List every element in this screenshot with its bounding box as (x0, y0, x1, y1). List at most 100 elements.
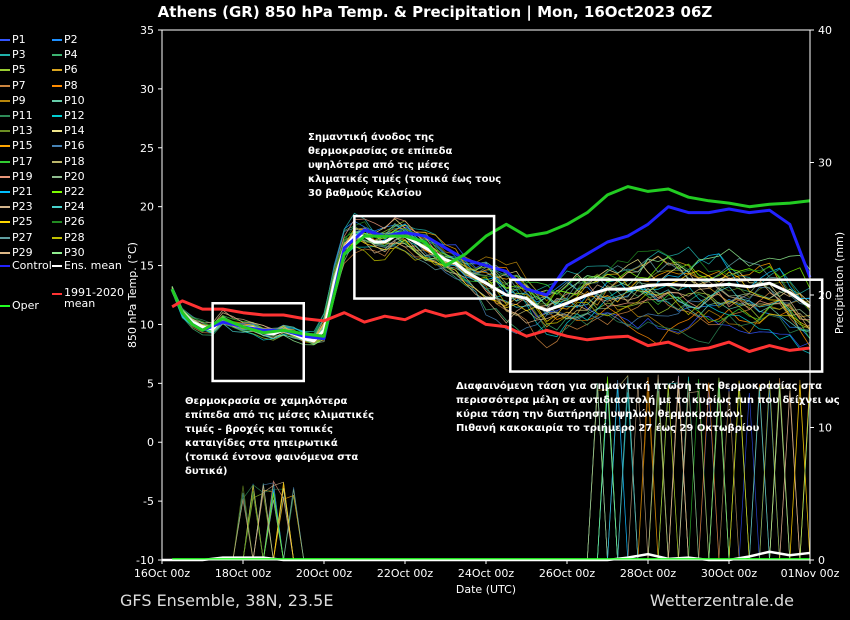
legend-swatch (52, 69, 62, 72)
annotation-line: θερμοκρασίας σε επίπεδα (308, 145, 452, 157)
legend-label: P24 (64, 200, 85, 214)
legend-label: P8 (64, 78, 78, 92)
annotation-line: 30 βαθμούς Κελσίου (308, 187, 422, 199)
legend-swatch (52, 160, 62, 163)
annotation-line: καταιγίδες στα ηπειρωτικά (185, 437, 338, 449)
legend-label: Ens. mean (64, 259, 122, 272)
legend-swatch (0, 145, 10, 148)
legend-item: P5 (0, 63, 26, 77)
annotations: Σημαντική άνοδος της θερμοκρασίας σε επίπ… (185, 131, 840, 477)
annotation-line: Πιθανή κακοκαιρία το τριήμερο 27 έως 29 … (456, 422, 760, 434)
legend-item: Oper (0, 299, 39, 313)
legend-swatch (0, 265, 10, 267)
legend-item: P4 (52, 48, 78, 62)
x-axis-label: Date (UTC) (456, 583, 516, 596)
legend-item: P28 (52, 231, 85, 245)
legend-swatch (52, 99, 62, 102)
y-tick-label: -10 (136, 554, 154, 567)
legend-swatch (0, 221, 10, 224)
legend-item: P17 (0, 155, 33, 169)
legend-label: P14 (64, 124, 85, 138)
y2-tick-label: 10 (818, 422, 832, 435)
main-series (170, 185, 812, 353)
legend-item: P21 (0, 185, 33, 199)
legend-label: P4 (64, 48, 78, 62)
legend-swatch (0, 84, 10, 87)
legend-swatch (0, 305, 10, 307)
legend-swatch (0, 99, 10, 102)
y2-axis-label: Precipitation (mm) (833, 232, 846, 334)
y2-tick-label: 30 (818, 157, 832, 170)
x-tick-label: 30Oct 00z (701, 567, 758, 580)
axes: 16Oct 00z 18Oct 00z 20Oct 00z 22Oct 00z 24Oc… (134, 24, 840, 580)
legend-item: P2 (52, 33, 78, 47)
legend-label: Control (12, 259, 52, 272)
annotation-line: (τοπικά έντονα φαινόμενα στα (185, 451, 358, 463)
legend-label: P6 (64, 63, 78, 77)
series-line (170, 185, 811, 338)
annotation-line: υψηλότερα από τις μέσες (308, 159, 450, 171)
x-tick-label: 26Oct 00z (539, 567, 596, 580)
legend-item: P29 (0, 246, 33, 260)
x-tick-label: 24Oct 00z (458, 567, 515, 580)
legend-item: P8 (52, 79, 78, 93)
highlight-box (353, 214, 496, 300)
legend-label: P27 (12, 230, 33, 244)
legend-item: P19 (0, 170, 33, 184)
legend-label: P9 (12, 93, 26, 107)
y2-tick-label: 20 (818, 289, 832, 302)
legend-item: P14 (52, 124, 85, 138)
legend-label: P28 (64, 230, 85, 244)
legend-swatch (52, 251, 62, 254)
legend-item: Control (0, 259, 52, 273)
legend-label: P22 (64, 185, 85, 198)
legend-label: P5 (12, 63, 26, 77)
annotation-line: Διαφαινόμενη τάση για σημαντική πτώση τη… (456, 380, 822, 392)
legend-item: Ens. mean (52, 259, 122, 273)
y-tick-label: 25 (140, 142, 154, 155)
legend-swatch (52, 115, 62, 117)
annotation-line: τιμές - βροχές και τοπικές (185, 423, 333, 435)
legend-swatch (52, 54, 62, 57)
legend-swatch (52, 145, 62, 148)
legend-label: P12 (64, 109, 85, 122)
legend-swatch (0, 130, 10, 133)
legend-swatch (52, 236, 62, 239)
legend-label: P16 (64, 139, 85, 153)
annotation-line: περισσότερα μέλη σε αντιδιαστολή με το κ… (456, 394, 840, 406)
legend-item: P26 (52, 215, 85, 229)
legend-item: P12 (52, 109, 85, 123)
x-tick-label: 20Oct 00z (296, 567, 353, 580)
highlight-box (211, 301, 305, 383)
legend-label: P7 (12, 78, 26, 92)
annotation-line: Σημαντική άνοδος της (308, 131, 434, 143)
x-tick-label: 01Nov 00z (781, 567, 840, 580)
member-line (171, 228, 811, 341)
legend-swatch (0, 251, 10, 254)
legend-item: P7 (0, 79, 26, 93)
y-axis-label: 850 hPa Temp. (°C) (126, 242, 139, 348)
legend-swatch (52, 84, 62, 87)
legend-label: P3 (12, 48, 26, 62)
legend-label: 1991-2020 mean (64, 286, 124, 310)
y-tick-label: 5 (147, 377, 154, 390)
annotation-line: κύρια τάση την διατήρηση υψηλών θερμοκρα… (456, 408, 744, 420)
annotation-line: επίπεδα από τις μέσες κλιματικές (185, 409, 374, 421)
legend-swatch (0, 39, 10, 41)
legend-swatch (0, 206, 10, 209)
footer-model-info: GFS Ensemble, 38N, 23.5E (120, 591, 334, 610)
y-tick-label: 15 (140, 260, 154, 273)
legend-item: P23 (0, 200, 33, 214)
legend-label: P26 (64, 215, 85, 229)
legend-item: P10 (52, 94, 85, 108)
legend-swatch (0, 115, 10, 117)
legend-item: P13 (0, 124, 33, 138)
legend-item: 1991-2020 mean (52, 287, 126, 309)
legend-swatch (52, 221, 62, 224)
y2-tick-label: 40 (818, 24, 832, 37)
legend-swatch (52, 293, 62, 295)
legend-swatch (52, 265, 62, 267)
legend-swatch (52, 39, 62, 41)
legend-swatch (0, 160, 10, 163)
x-tick-label: 22Oct 00z (377, 567, 434, 580)
